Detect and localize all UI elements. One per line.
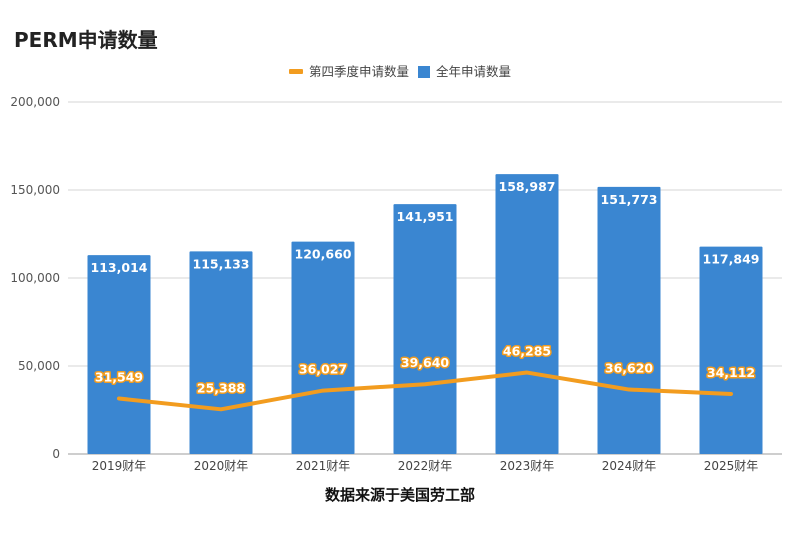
line-value-label: 31,549 (95, 369, 143, 384)
y-tick-label: 200,000 (10, 95, 60, 109)
legend-bar-label: 全年申请数量 (436, 64, 511, 79)
line-value-label: 34,112 (707, 365, 755, 380)
chart-title: PERM申请数量 (14, 28, 158, 52)
line-value-label: 46,285 (503, 344, 551, 359)
x-tick-label: 2020财年 (194, 459, 249, 473)
bar (189, 251, 253, 454)
bar-value-label: 151,773 (601, 192, 658, 207)
x-tick-label: 2019财年 (92, 459, 147, 473)
bar-value-label: 115,133 (193, 256, 250, 271)
bar-value-label: 120,660 (295, 247, 352, 262)
bar (699, 246, 763, 454)
line-series (117, 370, 733, 412)
bar (495, 174, 559, 455)
y-tick-label: 150,000 (10, 183, 60, 197)
x-tick-label: 2023财年 (500, 459, 555, 473)
y-tick-label: 100,000 (10, 271, 60, 285)
bar-value-label: 117,849 (703, 252, 760, 267)
y-tick-label: 50,000 (18, 359, 60, 373)
line-value-label: 36,620 (605, 361, 654, 376)
y-tick-label: 0 (52, 447, 60, 461)
bar (291, 241, 355, 454)
legend-line-swatch (289, 69, 303, 74)
line-value-label: 39,640 (401, 355, 450, 370)
bar-value-label: 113,014 (91, 260, 148, 275)
x-tick-label: 2021财年 (296, 459, 351, 473)
legend-bar-swatch (418, 66, 430, 78)
bar (597, 186, 661, 454)
x-tick-label: 2025财年 (704, 459, 759, 473)
source-note: 数据来源于美国劳工部 (324, 486, 475, 504)
bar (87, 255, 151, 454)
bar-value-label: 141,951 (397, 209, 454, 224)
x-tick-label: 2024财年 (602, 459, 657, 473)
bar (393, 204, 457, 454)
legend-line-label: 第四季度申请数量 (309, 64, 409, 79)
line-value-label: 25,388 (197, 380, 245, 395)
line-value-label: 36,027 (299, 362, 347, 377)
bar-value-label: 158,987 (499, 179, 556, 194)
x-tick-label: 2022财年 (398, 459, 453, 473)
